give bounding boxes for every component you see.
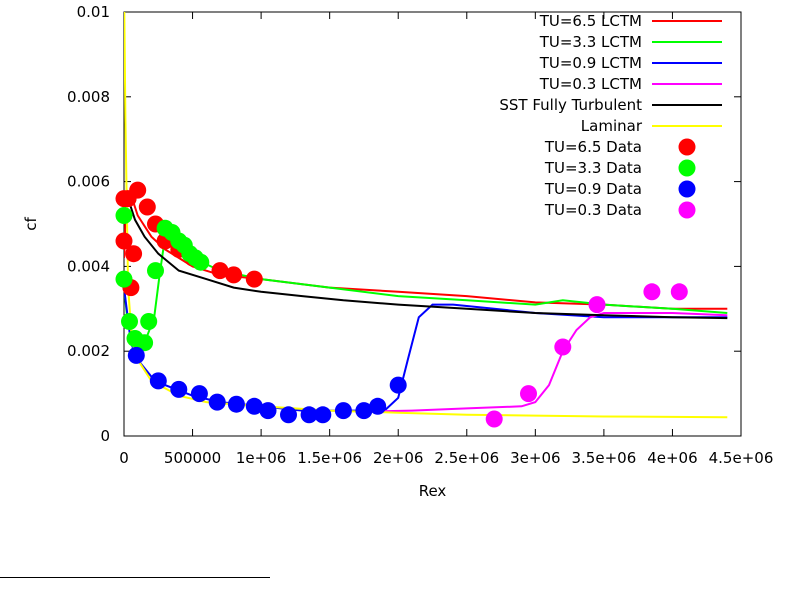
data-point-series-0 — [225, 266, 243, 284]
y-tick-label: 0.002 — [67, 342, 110, 360]
data-point-series-1 — [136, 334, 154, 352]
legend-label: TU=0.3 LCTM — [539, 75, 642, 93]
data-point-series-1 — [147, 262, 164, 280]
x-tick-label: 2e+06 — [373, 449, 423, 467]
data-point-series-3 — [643, 283, 661, 301]
x-tick-label: 0 — [119, 449, 129, 467]
x-tick-label: 1e+06 — [236, 449, 286, 467]
x-tick-label: 1.5e+06 — [297, 449, 362, 467]
legend-label: TU=0.9 Data — [544, 180, 642, 198]
y-tick-label: 0.004 — [67, 257, 110, 275]
series-line-1 — [124, 235, 728, 349]
data-point-series-0 — [129, 181, 147, 199]
legend-label: SST Fully Turbulent — [499, 96, 642, 114]
data-point-series-1 — [115, 207, 133, 224]
x-tick-label: 2.5e+06 — [434, 449, 499, 467]
y-axis-title: cf — [22, 217, 40, 231]
data-point-series-2 — [314, 406, 332, 424]
x-tick-label: 500000 — [164, 449, 221, 467]
data-point-series-2 — [245, 397, 263, 415]
legend-point-swatch — [678, 201, 696, 219]
data-point-series-2 — [300, 406, 318, 424]
data-point-series-1 — [115, 270, 133, 288]
x-tick-label: 4.5e+06 — [709, 449, 774, 467]
data-point-series-1 — [192, 253, 210, 271]
x-tick-label: 3e+06 — [510, 449, 560, 467]
data-point-series-3 — [485, 410, 503, 428]
data-point-series-0 — [211, 262, 229, 280]
y-tick-label: 0.008 — [67, 88, 110, 106]
legend-label: TU=3.3 LCTM — [539, 33, 642, 51]
y-tick-label: 0.006 — [67, 173, 110, 191]
data-point-series-2 — [149, 372, 167, 390]
series-line-3 — [370, 312, 728, 413]
data-point-series-2 — [355, 402, 373, 420]
data-point-series-2 — [280, 406, 297, 424]
x-axis-title: Rex — [419, 482, 447, 500]
legend-label: TU=6.5 LCTM — [539, 12, 642, 30]
data-point-series-0 — [245, 270, 263, 288]
data-point-series-2 — [127, 346, 145, 364]
data-point-series-2 — [208, 393, 226, 411]
data-point-series-3 — [670, 283, 688, 301]
data-point-series-2 — [334, 402, 352, 420]
legend-label: TU=0.3 Data — [544, 201, 642, 219]
legend-label: TU=6.5 Data — [544, 138, 642, 156]
data-point-series-3 — [554, 338, 572, 356]
legend-point-swatch — [678, 180, 696, 198]
data-point-series-1 — [121, 313, 138, 330]
legend-point-swatch — [678, 138, 696, 156]
data-point-series-2 — [369, 397, 387, 415]
data-point-series-2 — [389, 376, 407, 394]
legend-label: Laminar — [581, 117, 643, 135]
data-point-series-0 — [138, 198, 156, 216]
data-point-series-2 — [227, 395, 245, 413]
data-point-series-3 — [588, 296, 606, 314]
y-tick-label: 0 — [100, 427, 110, 445]
y-tick-label: 0.01 — [77, 3, 110, 21]
data-point-series-2 — [190, 385, 208, 403]
legend-label: TU=3.3 Data — [544, 159, 642, 177]
data-point-series-2 — [170, 380, 188, 398]
legend-point-swatch — [678, 159, 696, 177]
data-point-series-0 — [115, 232, 133, 250]
data-point-series-2 — [259, 402, 277, 420]
data-point-series-1 — [140, 313, 158, 330]
x-tick-label: 4e+06 — [647, 449, 697, 467]
legend-label: TU=0.9 LCTM — [539, 54, 642, 72]
plot-frame — [123, 11, 742, 437]
series-line-4 — [124, 193, 728, 320]
x-tick-label: 3.5e+06 — [572, 449, 637, 467]
data-point-series-3 — [520, 385, 537, 403]
data-point-series-0 — [125, 245, 143, 263]
footnote-rule — [0, 577, 270, 578]
